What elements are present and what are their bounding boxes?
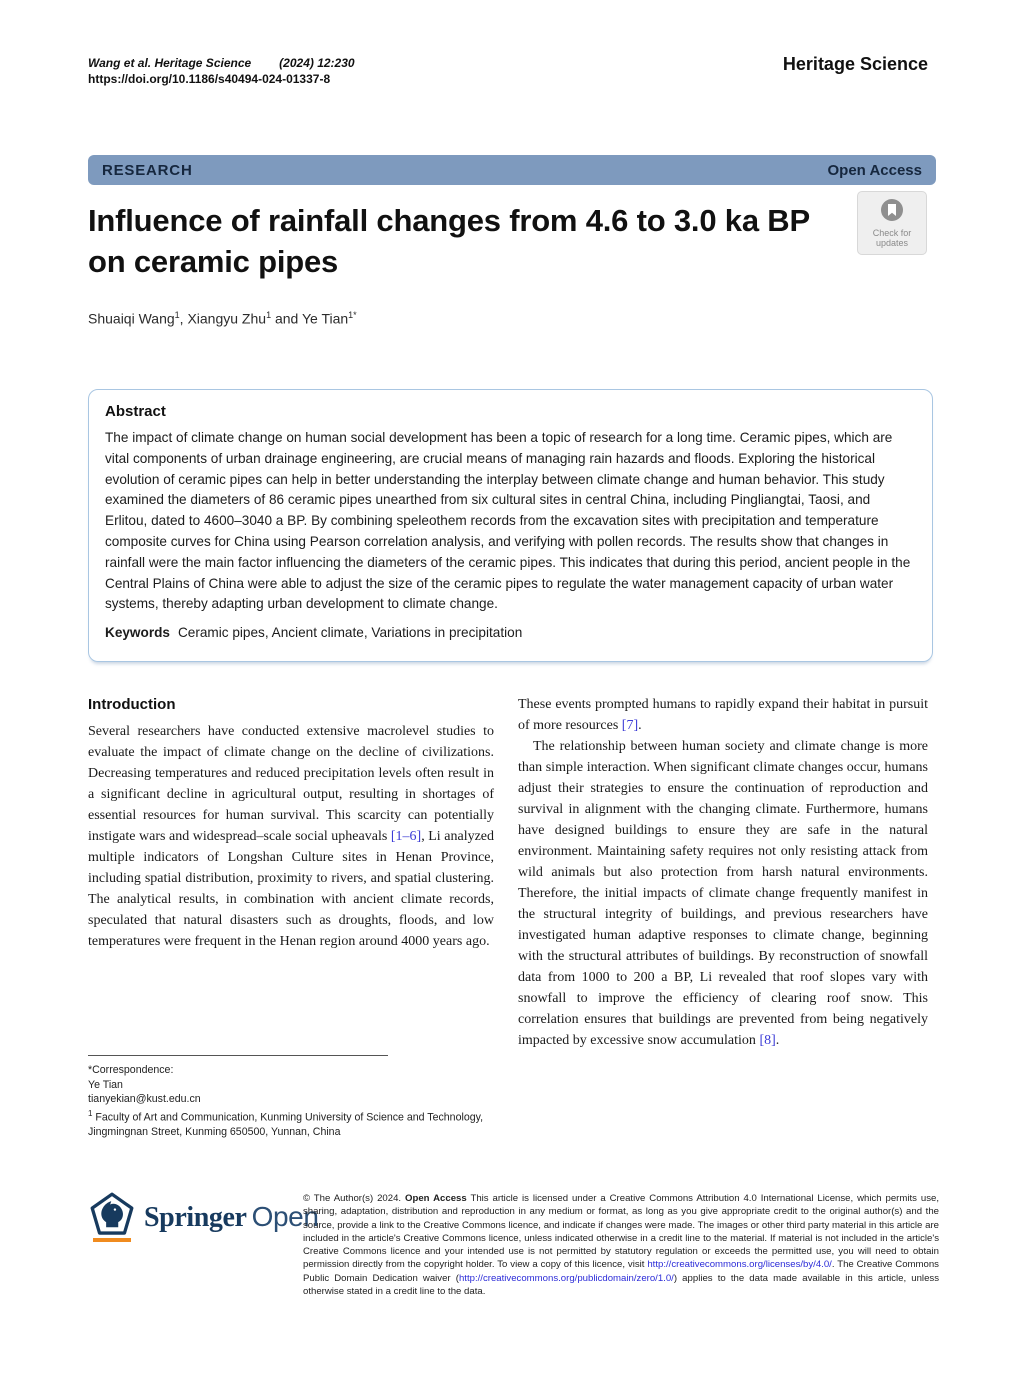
intro-paragraph-3: The relationship between human society a… [518,736,928,1051]
author-3: and Ye Tian [271,310,349,327]
journal-name: Heritage Science [782,54,928,74]
intro-column-right: These events prompted humans to rapidly … [518,694,928,1051]
open-access-label: Open Access [827,161,923,179]
abstract-heading: Abstract [105,403,166,420]
springer-open-logo[interactable]: Springer Open [90,1192,319,1242]
intro-p2-text-cont: . [638,718,642,733]
keywords-label: Keywords [105,625,170,641]
affiliation-text: Faculty of Art and Communication, Kunmin… [88,1111,484,1138]
intro-column-left: Introduction Several researchers have co… [88,694,494,952]
doi-link[interactable]: https://doi.org/10.1186/s40494-024-01337… [88,72,331,86]
license-open-access: Open Access [405,1193,467,1204]
check-badge-line1: Check for [872,228,912,238]
author-2-affiliation-mark: 1 [266,310,272,320]
affiliation-mark: 1 [88,1108,93,1118]
running-header-left: Wang et al. Heritage Science (2024) 12:23… [88,55,355,87]
correspondence-label: *Correspondence: [88,1064,174,1076]
intro-paragraph-1: Several researchers have conducted exten… [88,721,494,952]
author-2: , Xiangyu Zhu [179,310,267,327]
springer-open-wordmark: Springer Open [144,1201,319,1234]
author-3-affiliation-mark: 1* [348,310,357,320]
intro-p3-text: The relationship between human society a… [518,739,928,1048]
license-body-end: ) applies to the data made available in … [303,1272,939,1298]
introduction-heading: Introduction [88,696,176,713]
section-label: RESEARCH [102,161,193,179]
intro-p1-text: Several researchers have conducted exten… [88,724,494,844]
author-line: Shuaiqi Wang1, Xiangyu Zhu1 and Ye Tian1… [88,310,357,327]
correspondence-email-link[interactable]: tianyekian@kust.edu.cn [88,1093,201,1106]
cc-zero-waiver-link[interactable]: http://creativecommons.org/publicdomain/… [458,1272,674,1284]
citation-ref-7[interactable]: [7] [621,718,639,733]
license-body: This article is licensed under a Creativ… [303,1193,940,1271]
footnote-rule [88,1055,388,1056]
footnote-block: *Correspondence: Ye Tian tianyekian@kust… [88,1055,494,1140]
crossmark-icon [879,197,905,228]
intro-p1-text-cont: , Li analyzed multiple indicators of Lon… [88,829,495,949]
check-badge-line2: updates [875,238,909,248]
logo-word-open: Open [251,1200,319,1232]
correspondent-name: Ye Tian [88,1078,123,1091]
section-banner: RESEARCH Open Access [88,155,936,185]
keywords-list: Ceramic pipes, Ancient climate, Variatio… [177,625,523,641]
citation-ref-1-6[interactable]: [1–6] [390,829,422,844]
abstract-body: The impact of climate change on human so… [105,430,911,612]
article-title: Influence of rainfall changes from 4.6 t… [88,203,810,279]
logo-underline [93,1238,131,1242]
citation-authors-journal: Wang et al. Heritage Science [88,56,252,70]
author-1-affiliation-mark: 1 [174,310,180,320]
affiliation-line: 1 Faculty of Art and Communication, Kunm… [88,1107,494,1140]
citation-volume: (2024) 12:230 [279,56,355,70]
license-text: © The Author(s) 2024. Open Access This a… [303,1192,939,1298]
keywords-line: Keywords Ceramic pipes, Ancient climate, … [105,625,916,640]
intro-paragraph-2: These events prompted humans to rapidly … [518,694,928,736]
abstract-box: Abstract The impact of climate change on… [88,389,933,662]
citation-ref-8[interactable]: [8] [759,1033,776,1048]
intro-p3-text-cont: . [775,1033,780,1048]
license-copyright: © The Author(s) 2024. [303,1193,402,1204]
author-1: Shuaiqi Wang [88,310,175,327]
license-body-mid: . The Creative Commons Public Domain Ded… [303,1259,939,1284]
logo-word-springer: Springer [144,1201,247,1233]
springer-knight-icon [90,1192,134,1242]
check-for-updates-badge[interactable]: Check for updates [857,191,927,255]
intro-p2-text: These events prompted humans to rapidly … [518,697,928,733]
citation-line: Wang et al. Heritage Science (2024) 12:23… [88,55,355,71]
cc-by-license-link[interactable]: http://creativecommons.org/licenses/by/4… [647,1259,832,1271]
